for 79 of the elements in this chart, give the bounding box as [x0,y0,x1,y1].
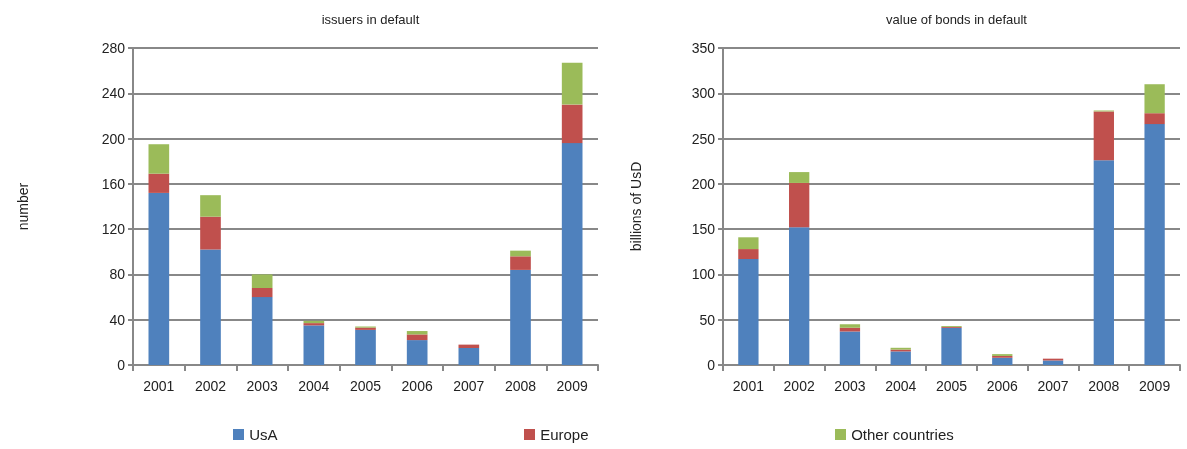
bar [789,227,810,365]
y-tick-label: 80 [109,266,126,283]
x-tick-label: 2009 [1139,378,1171,394]
bar [200,249,221,365]
legend-label: Europe [540,426,589,443]
bar [200,195,221,217]
x-tick-label: 2009 [556,378,588,394]
y-tick-label: 160 [101,175,126,192]
bar [510,256,531,270]
y-tick-label: 100 [691,266,716,283]
y-axis-title: billions of UsD [628,161,644,252]
bar [406,331,428,335]
bar [1144,84,1165,114]
x-tick-label: 2004 [298,378,330,394]
x-tick-label: 2006 [986,378,1019,394]
y-tick-label: 300 [691,85,716,102]
bar [1042,360,1064,365]
legend-label: UsA [249,426,278,443]
chart-title: value of bonds in default [886,12,1028,27]
y-tick-label: 40 [109,311,126,328]
bar [458,348,480,365]
bar [561,143,583,365]
bar [303,325,325,365]
x-tick-label: 2006 [401,378,433,394]
bar [355,329,376,365]
y-tick-label: 50 [699,311,716,328]
bar [839,324,861,328]
bar [1144,124,1165,365]
bar [738,259,759,365]
bar [789,172,810,183]
bar [789,182,810,228]
bar [148,192,170,365]
bar [839,331,861,365]
y-tick-label: 240 [101,85,126,102]
x-tick-label: 2002 [194,378,227,394]
y-tick-label: 0 [117,357,126,373]
x-tick-label: 2001 [143,378,175,394]
y-tick-label: 200 [101,130,126,147]
bar [510,269,531,365]
bar [148,173,170,193]
y-tick-label: 120 [101,221,126,238]
x-tick-label: 2005 [935,378,968,394]
y-tick-label: 200 [691,175,716,192]
y-axis-title: number [15,182,31,231]
x-tick-label: 2005 [349,378,382,394]
y-tick-label: 150 [691,221,716,238]
bar [510,250,531,257]
bar [200,216,221,250]
y-tick-label: 350 [691,40,716,56]
bar [941,327,962,365]
x-tick-label: 2002 [783,378,815,394]
bar [148,144,170,174]
bar [406,340,428,365]
x-tick-label: 2008 [1088,378,1120,394]
chart-title: issuers in default [321,12,420,27]
x-tick-label: 2007 [453,378,485,394]
bar [251,288,273,298]
x-tick-label: 2003 [834,378,866,394]
bar [992,357,1013,365]
x-tick-label: 2008 [504,378,537,394]
bar [1093,111,1114,161]
legend-label: Other countries [851,426,954,443]
x-tick-label: 2003 [246,378,278,394]
bar [1093,160,1114,365]
bar [251,274,273,289]
bar [561,62,583,105]
y-tick-label: 250 [691,130,716,147]
x-tick-label: 2001 [732,378,765,394]
bar [251,297,273,365]
y-tick-label: 0 [707,357,716,373]
bar [1144,113,1165,125]
x-tick-label: 2004 [885,378,917,394]
bar [890,351,911,365]
x-tick-label: 2007 [1037,378,1069,394]
bar [561,104,583,144]
y-tick-label: 280 [101,40,126,56]
bar [738,237,759,250]
bar [406,334,428,341]
bar [738,249,759,260]
